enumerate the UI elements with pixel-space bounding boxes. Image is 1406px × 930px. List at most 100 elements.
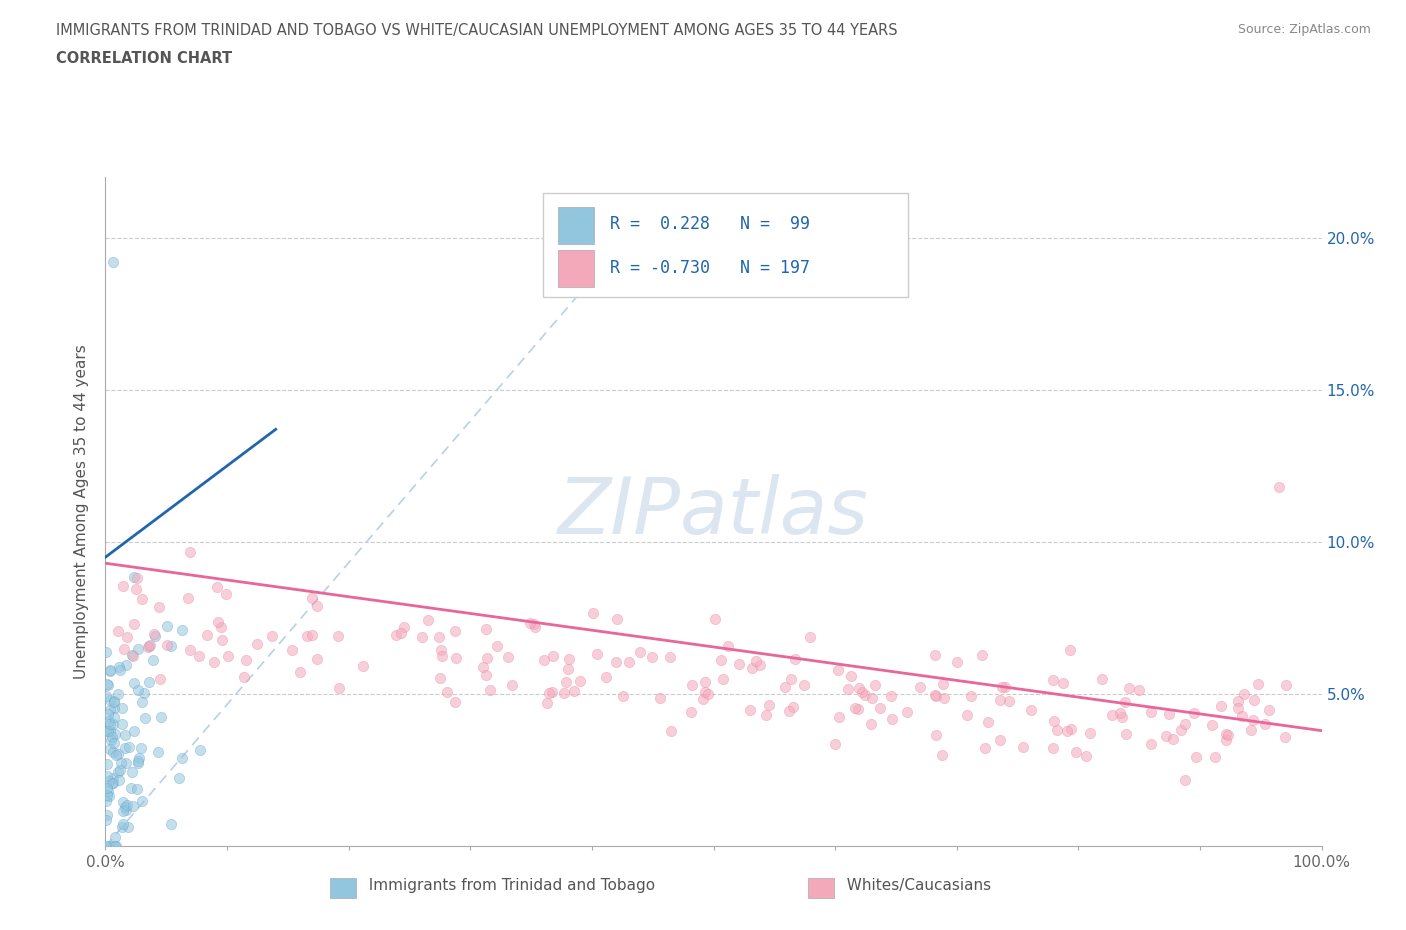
Point: [111, 804, 134, 818]
Point: [932, 691, 955, 706]
Point: [780, 671, 803, 686]
Point: [94, 813, 117, 828]
Point: [98, 703, 121, 718]
Point: [97, 724, 120, 738]
Point: [523, 619, 546, 634]
Point: [475, 651, 498, 666]
Point: [745, 654, 768, 669]
Point: [773, 680, 796, 695]
Point: [389, 626, 412, 641]
Point: [97, 774, 120, 789]
Point: [711, 671, 734, 686]
Point: [1243, 693, 1265, 708]
Point: [1227, 701, 1250, 716]
Point: [134, 711, 156, 725]
Point: [1170, 723, 1192, 737]
Point: [974, 741, 997, 756]
Point: [120, 780, 142, 795]
Point: [138, 675, 160, 690]
Point: [1246, 676, 1268, 691]
Point: [98, 662, 121, 677]
Point: [103, 695, 125, 710]
Point: [138, 639, 160, 654]
Point: [217, 648, 239, 663]
Point: [869, 701, 891, 716]
Point: [104, 839, 127, 854]
Point: [143, 629, 166, 644]
Point: [863, 678, 886, 693]
Point: [1043, 713, 1066, 728]
Point: [98, 717, 121, 732]
Point: [103, 700, 125, 715]
Point: [1012, 739, 1035, 754]
Point: [110, 756, 132, 771]
Point: [156, 618, 179, 633]
Point: [924, 648, 946, 663]
Point: [1052, 676, 1074, 691]
Point: [557, 662, 579, 677]
Point: [125, 570, 148, 585]
Point: [479, 683, 502, 698]
Point: [997, 694, 1019, 709]
Point: [1140, 737, 1163, 751]
Point: [97, 714, 120, 729]
Point: [429, 671, 451, 685]
Point: [741, 661, 763, 676]
Point: [246, 636, 269, 651]
Point: [105, 748, 128, 763]
Point: [127, 753, 149, 768]
Point: [1042, 672, 1064, 687]
Point: [1232, 709, 1254, 724]
Point: [617, 655, 640, 670]
Point: [946, 654, 969, 669]
Point: [148, 599, 170, 614]
Point: [882, 711, 904, 726]
Point: [554, 674, 576, 689]
Point: [115, 803, 138, 817]
Point: [1216, 728, 1239, 743]
Point: [139, 637, 162, 652]
Point: [824, 737, 846, 751]
Point: [94, 689, 117, 704]
Point: [1201, 718, 1223, 733]
Point: [1042, 740, 1064, 755]
Point: [474, 622, 496, 637]
Point: [1101, 708, 1123, 723]
Text: CORRELATION CHART: CORRELATION CHART: [56, 51, 232, 66]
Point: [352, 658, 374, 673]
Point: [107, 686, 129, 701]
Point: [860, 716, 883, 731]
Point: [125, 782, 148, 797]
Point: [301, 591, 323, 605]
Point: [281, 643, 304, 658]
Point: [172, 623, 194, 638]
Point: [472, 659, 495, 674]
Point: [297, 629, 319, 644]
Point: [207, 615, 229, 630]
Point: [446, 650, 468, 665]
Point: [1019, 702, 1042, 717]
Point: [132, 685, 155, 700]
Point: [305, 652, 328, 667]
Point: [586, 646, 609, 661]
Point: [114, 740, 136, 755]
Point: [837, 682, 859, 697]
Point: [695, 684, 717, 699]
Point: [107, 764, 129, 779]
Point: [436, 684, 458, 699]
Point: [1185, 750, 1208, 764]
Point: [143, 626, 166, 641]
Point: [717, 639, 740, 654]
Point: [94, 724, 117, 738]
Point: [991, 680, 1014, 695]
Point: [977, 714, 1000, 729]
Point: [385, 628, 408, 643]
Point: [100, 732, 122, 747]
Point: [681, 704, 703, 719]
Point: [650, 691, 672, 706]
Point: [605, 655, 627, 670]
Point: [114, 728, 136, 743]
Point: [96, 644, 118, 659]
Point: [925, 689, 948, 704]
Point: [501, 678, 523, 693]
